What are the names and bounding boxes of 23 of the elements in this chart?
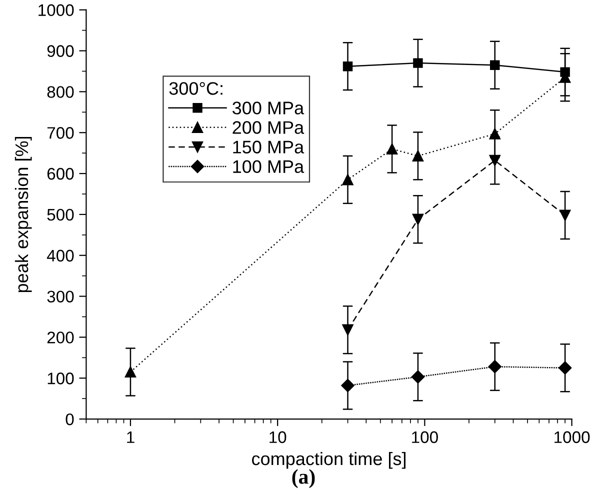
y-tick-label: 800 bbox=[47, 86, 74, 98]
y-tick-label: 100 bbox=[48, 372, 74, 384]
text: (a) bbox=[292, 469, 315, 488]
legend-label: 100 MPa bbox=[233, 160, 304, 174]
y-tick-label: 700 bbox=[47, 127, 74, 139]
x-tick-label: 10 bbox=[270, 431, 286, 444]
y-axis-title: peak expansion [%] bbox=[14, 136, 32, 292]
x-tick-label: 1 bbox=[127, 431, 134, 443]
y-tick-label: 600 bbox=[47, 168, 74, 180]
legend-label: 150 MPa bbox=[233, 140, 304, 154]
x-tick-label: 1000 bbox=[554, 431, 590, 444]
legend-label: 200 MPa bbox=[232, 121, 304, 134]
y-tick-label: 0 bbox=[66, 413, 74, 426]
x-axis-title: compaction time [s] bbox=[252, 452, 406, 469]
x-tick-label: 100 bbox=[412, 431, 438, 444]
y-tick-label: 900 bbox=[47, 45, 74, 57]
y-tick-label: 500 bbox=[47, 208, 74, 221]
legend-label: 300 MPa bbox=[232, 102, 304, 114]
y-tick-label: 1000 bbox=[38, 4, 74, 16]
y-tick-label: 200 bbox=[47, 332, 74, 344]
y-tick-label: 400 bbox=[46, 250, 74, 262]
legend-title: 300°C: bbox=[169, 82, 222, 95]
y-tick-label: 300 bbox=[47, 290, 74, 302]
